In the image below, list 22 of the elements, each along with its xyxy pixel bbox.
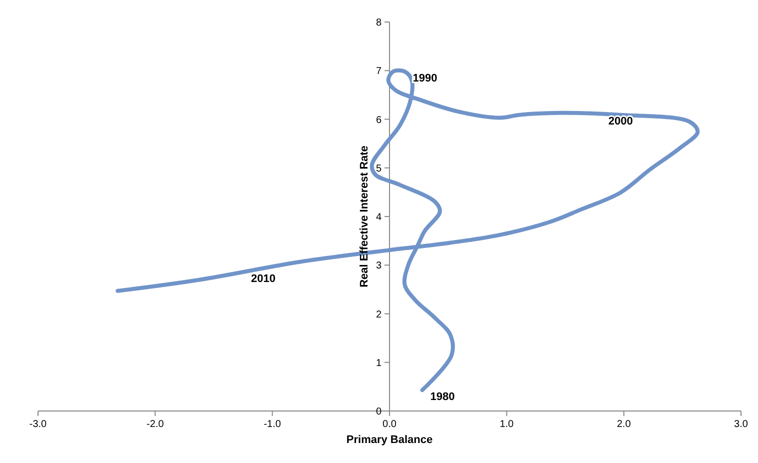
y-tick-label: 0: [376, 406, 382, 418]
x-tick-label: 0.0: [382, 419, 397, 430]
x-tick-label: -3.0: [29, 419, 48, 430]
x-tick-label: 2.0: [616, 419, 632, 430]
y-axis-title: Real Effective Interest Rate: [358, 146, 370, 288]
y-tick-label: 6: [376, 114, 382, 126]
annotation: 1990: [412, 72, 438, 85]
annotation: 1980: [430, 391, 455, 404]
y-tick-label: 2: [376, 309, 382, 320]
x-tick-label: 3.0: [734, 419, 748, 430]
y-tick-label: 1: [376, 358, 382, 369]
x-tick-label: -2.0: [146, 419, 164, 430]
x-tick-label: 1.0: [500, 419, 514, 430]
annotation: 2010: [251, 272, 276, 285]
annotation: 2000: [608, 115, 633, 128]
y-tick-label: 8: [376, 18, 382, 28]
y-tick-label: 3: [376, 260, 382, 272]
x-axis-title: Primary Balance: [346, 434, 433, 446]
x-tick-label: -1.0: [264, 419, 282, 430]
y-tick-label: 4: [376, 212, 382, 223]
y-tick-label: 5: [376, 163, 382, 174]
y-tick-label: 7: [376, 66, 382, 78]
